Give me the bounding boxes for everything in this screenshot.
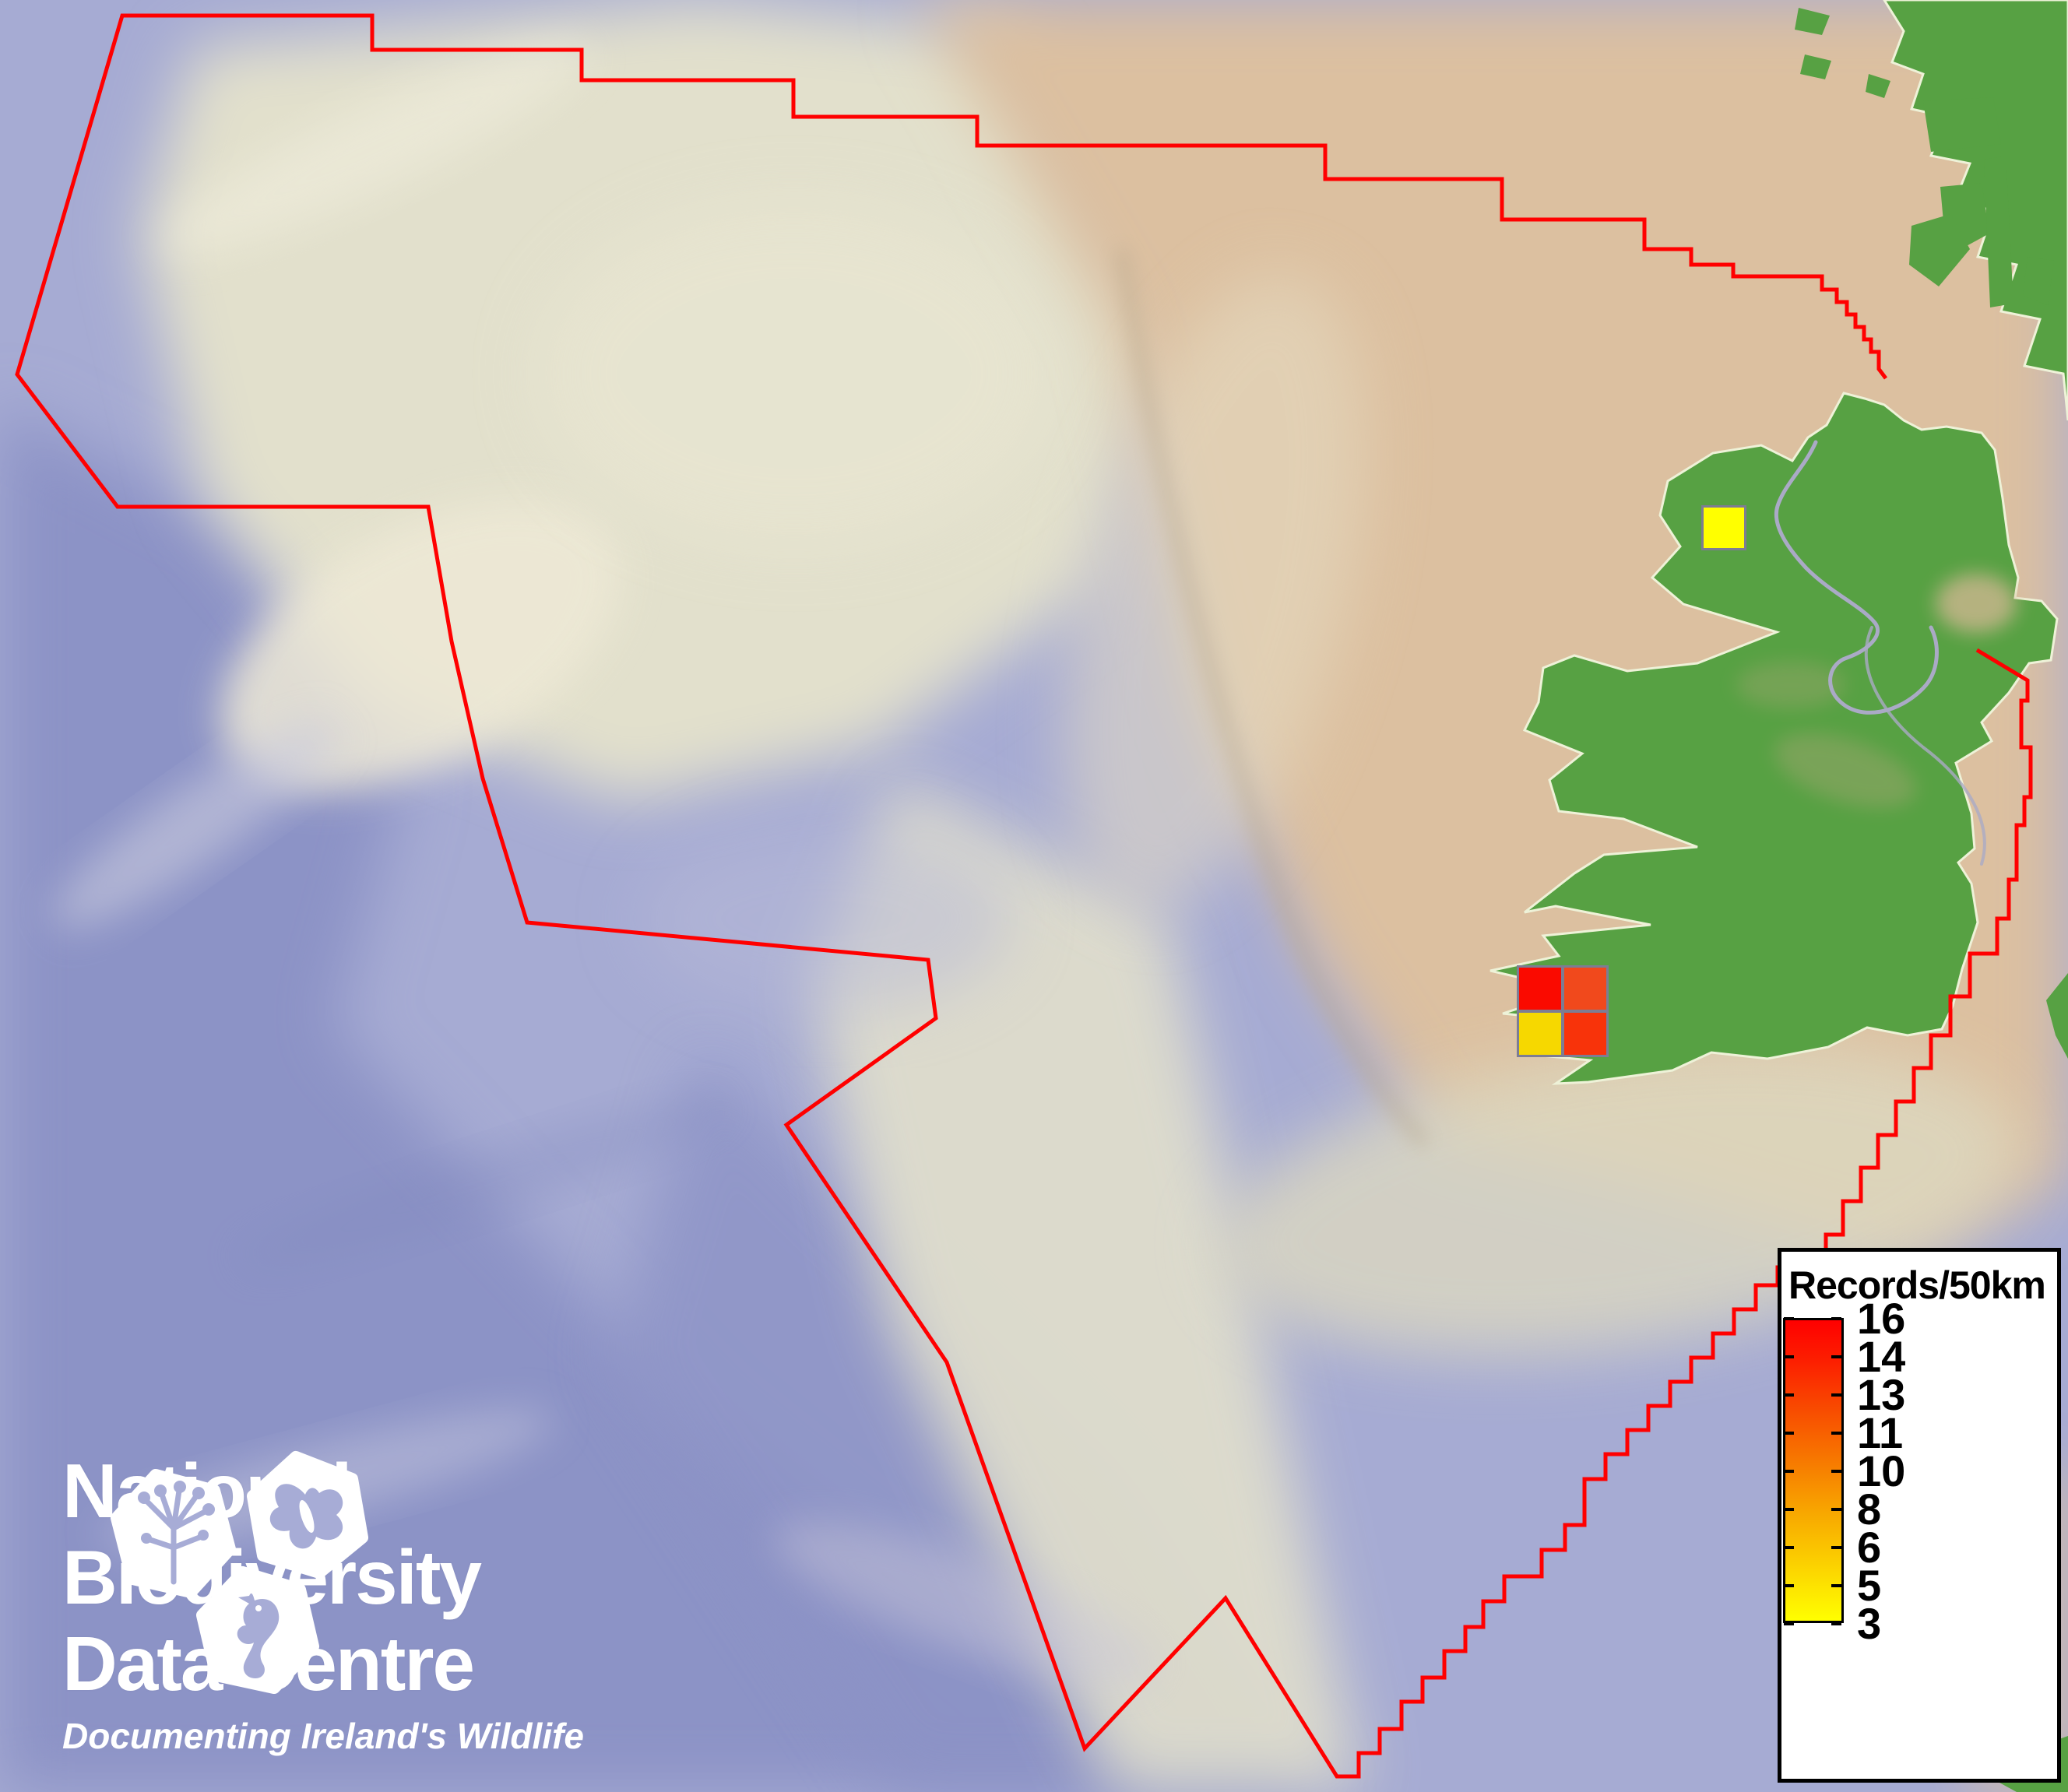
record-grid-cell [1562,1010,1609,1057]
hebrides-islet [1866,74,1890,98]
legend-title: Records/50km [1788,1263,2046,1307]
legend-tick: 3 [1781,1602,2057,1646]
shelf-edge-glow [1064,272,1366,911]
kintyre-peninsula [1984,156,2013,307]
shelf-highland [537,202,1051,545]
records-legend: Records/50km 16 14 13 11 10 8 6 5 3 [1778,1248,2061,1783]
ni-border-line [1774,440,1939,715]
designated-area-boundary [15,13,2033,1779]
wales-coast-sliver [2046,973,2068,1059]
lough-neagh-lowland [1936,574,2017,633]
midlands-lowland [1736,662,1845,708]
legend-tick: 14 [1781,1335,2057,1379]
isle-of-mull [1923,97,2001,152]
legend-tick: 11 [1781,1411,2057,1455]
legend-tick: 16 [1781,1297,2057,1340]
river-line [1864,626,1986,866]
relief-streak [52,722,337,929]
legend-tick: 13 [1781,1373,2057,1417]
logo-tagline: Documenting Ireland's Wildlife [62,1716,584,1756]
relief-streak [161,41,586,255]
record-grid-cell [1562,965,1609,1012]
record-grid-cell [1517,1010,1563,1057]
legend-tick: 8 [1781,1488,2057,1531]
nbdc-logo-hexagons [111,1451,368,1694]
relief-streak [774,1521,1157,1686]
relief-streak [638,825,1012,1012]
seahorse-icon [196,1566,319,1694]
midlands-lowland [1774,733,1917,809]
record-grid-cell [1517,965,1563,1012]
hebrides-islet [1800,54,1831,79]
hebrides-islet [1795,8,1830,35]
isle-of-arran [2023,257,2054,305]
relief-streak [237,1098,728,1268]
butterfly-icon [247,1451,368,1579]
shelf-edge-shadow [1115,248,1430,1149]
legend-tick: 5 [1781,1564,2057,1608]
ireland-landmass [1489,392,2059,1085]
nbdc-logo: National Biodiversity Data Centre Docume… [62,1448,584,1757]
isle-of-islay [1909,214,1970,286]
porcupine-bank [220,501,621,792]
shelf-pale-tongue [810,778,1363,1792]
legend-tick: 6 [1781,1526,2057,1569]
plant-sprig-icon [111,1469,236,1598]
record-grid-cell [1701,505,1746,550]
legend-tick: 10 [1781,1449,2057,1493]
